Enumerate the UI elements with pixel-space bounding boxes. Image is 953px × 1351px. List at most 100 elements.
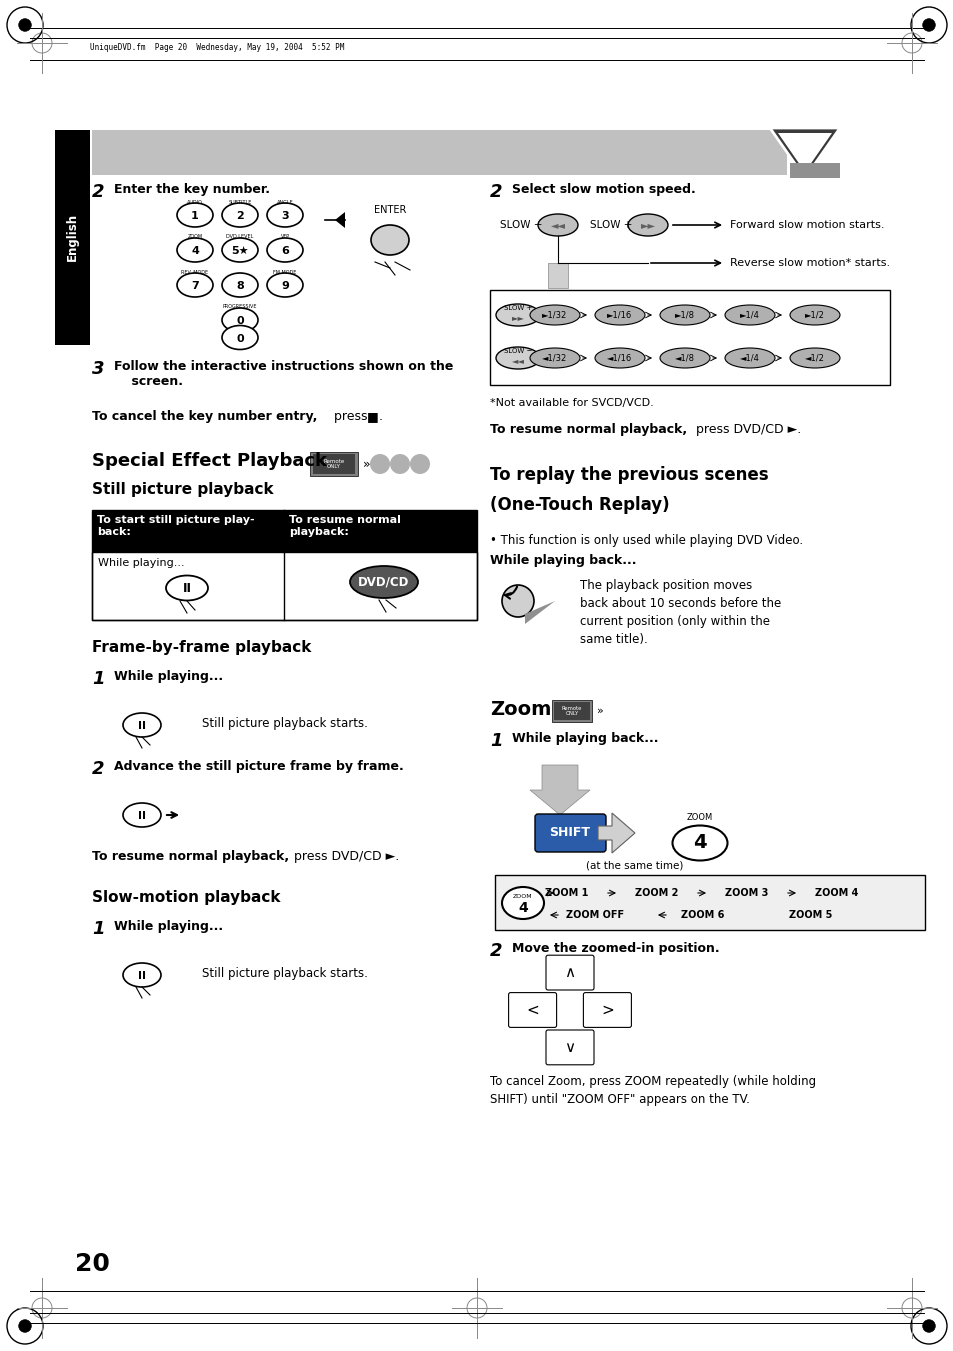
Ellipse shape — [530, 305, 579, 326]
Text: press: press — [330, 409, 371, 423]
Text: 1: 1 — [191, 211, 198, 222]
Text: ∧: ∧ — [564, 965, 575, 979]
Text: SLOW −: SLOW − — [503, 349, 532, 354]
Text: Remote
ONLY: Remote ONLY — [561, 705, 581, 716]
Text: Zoom: Zoom — [490, 700, 551, 719]
Circle shape — [19, 19, 31, 31]
Text: ◄1/32: ◄1/32 — [542, 354, 567, 362]
Circle shape — [922, 19, 934, 31]
Text: To resume normal playback,: To resume normal playback, — [490, 423, 686, 436]
Ellipse shape — [672, 825, 727, 861]
Ellipse shape — [724, 305, 774, 326]
Text: The playback position moves
back about 10 seconds before the
current position (o: The playback position moves back about 1… — [579, 580, 781, 646]
Text: Frame-by-frame playback: Frame-by-frame playback — [91, 640, 311, 655]
Polygon shape — [789, 163, 840, 178]
Text: REV. MODE: REV. MODE — [181, 269, 209, 274]
Text: »: » — [363, 458, 370, 470]
FancyBboxPatch shape — [545, 1029, 594, 1065]
FancyBboxPatch shape — [583, 993, 631, 1027]
Text: 2: 2 — [91, 761, 105, 778]
Ellipse shape — [177, 203, 213, 227]
Text: UniqueDVD.fm  Page 20  Wednesday, May 19, 2004  5:52 PM: UniqueDVD.fm Page 20 Wednesday, May 19, … — [90, 42, 344, 51]
Ellipse shape — [496, 347, 539, 369]
Text: Still picture playback starts.: Still picture playback starts. — [202, 966, 368, 979]
Text: 1: 1 — [490, 732, 502, 750]
Text: PROGRESSIVE: PROGRESSIVE — [222, 304, 257, 309]
Text: ◄◄: ◄◄ — [511, 357, 524, 366]
Text: DVD LEVEL: DVD LEVEL — [226, 235, 253, 239]
Text: Slow-motion playback: Slow-motion playback — [91, 890, 280, 905]
Text: ZOOM: ZOOM — [513, 894, 533, 900]
FancyBboxPatch shape — [508, 993, 556, 1027]
Ellipse shape — [627, 213, 667, 236]
Text: ◄◄: ◄◄ — [550, 220, 565, 230]
Ellipse shape — [123, 963, 161, 988]
Text: (One-Touch Replay): (One-Touch Replay) — [490, 496, 669, 513]
Polygon shape — [769, 128, 840, 178]
Text: ►1/8: ►1/8 — [675, 311, 695, 319]
Text: Still picture playback: Still picture playback — [91, 482, 274, 497]
Text: English: English — [66, 213, 78, 261]
Text: Special Effect Playback: Special Effect Playback — [91, 453, 327, 470]
Text: II: II — [182, 582, 192, 596]
Text: SLOW +: SLOW + — [503, 305, 532, 311]
Ellipse shape — [350, 566, 417, 598]
Text: ◄1/16: ◄1/16 — [607, 354, 632, 362]
Text: • This function is only used while playing DVD Video.: • This function is only used while playi… — [490, 534, 802, 547]
Text: ZOOM 1: ZOOM 1 — [545, 888, 588, 898]
Polygon shape — [598, 813, 635, 852]
Polygon shape — [335, 212, 345, 228]
Ellipse shape — [177, 238, 213, 262]
Bar — [490, 290, 889, 385]
Polygon shape — [530, 765, 589, 815]
Bar — [91, 130, 786, 176]
Ellipse shape — [789, 349, 840, 367]
Ellipse shape — [222, 326, 257, 350]
Circle shape — [370, 454, 390, 474]
Text: ZOOM 5: ZOOM 5 — [788, 911, 832, 920]
Text: To start still picture play-
back:: To start still picture play- back: — [97, 515, 254, 536]
Text: ►1/16: ►1/16 — [607, 311, 632, 319]
Ellipse shape — [496, 304, 539, 326]
Bar — [495, 875, 924, 929]
Text: ZOOM: ZOOM — [187, 235, 202, 239]
Text: Advance the still picture frame by frame.: Advance the still picture frame by frame… — [113, 761, 403, 773]
Text: ZOOM OFF: ZOOM OFF — [565, 911, 623, 920]
Text: 4: 4 — [693, 834, 706, 852]
Text: DVD/CD: DVD/CD — [358, 576, 409, 589]
Text: ANGLE: ANGLE — [276, 200, 294, 204]
Circle shape — [922, 1320, 934, 1332]
Text: 2: 2 — [91, 182, 105, 201]
Ellipse shape — [123, 802, 161, 827]
Text: SHIFT: SHIFT — [549, 827, 590, 839]
Ellipse shape — [659, 305, 709, 326]
Ellipse shape — [267, 238, 303, 262]
Bar — [91, 509, 284, 553]
Text: ZOOM 2: ZOOM 2 — [635, 888, 678, 898]
Circle shape — [390, 454, 410, 474]
Text: 3: 3 — [281, 211, 289, 222]
Text: ZOOM 6: ZOOM 6 — [680, 911, 724, 920]
Bar — [547, 263, 567, 288]
Text: 20: 20 — [75, 1252, 110, 1275]
Text: ENTER: ENTER — [374, 205, 406, 215]
Text: ◄1/4: ◄1/4 — [740, 354, 760, 362]
Text: ◄1/8: ◄1/8 — [675, 354, 695, 362]
Bar — [669, 813, 729, 825]
Text: ►1/32: ►1/32 — [542, 311, 567, 319]
Ellipse shape — [659, 349, 709, 367]
Text: While playing...: While playing... — [98, 558, 185, 567]
Text: To resume normal
playback:: To resume normal playback: — [289, 515, 400, 536]
Ellipse shape — [371, 226, 409, 255]
Text: While playing...: While playing... — [113, 920, 223, 934]
Text: 8: 8 — [236, 281, 244, 290]
Text: ZOOM 3: ZOOM 3 — [724, 888, 768, 898]
Text: While playing back...: While playing back... — [512, 732, 658, 744]
Bar — [552, 700, 592, 721]
Text: <: < — [526, 1002, 538, 1017]
Polygon shape — [778, 132, 831, 172]
Text: 4: 4 — [191, 246, 199, 255]
Text: 2: 2 — [236, 211, 244, 222]
Text: 0: 0 — [236, 334, 244, 343]
Text: ►1/2: ►1/2 — [804, 311, 824, 319]
